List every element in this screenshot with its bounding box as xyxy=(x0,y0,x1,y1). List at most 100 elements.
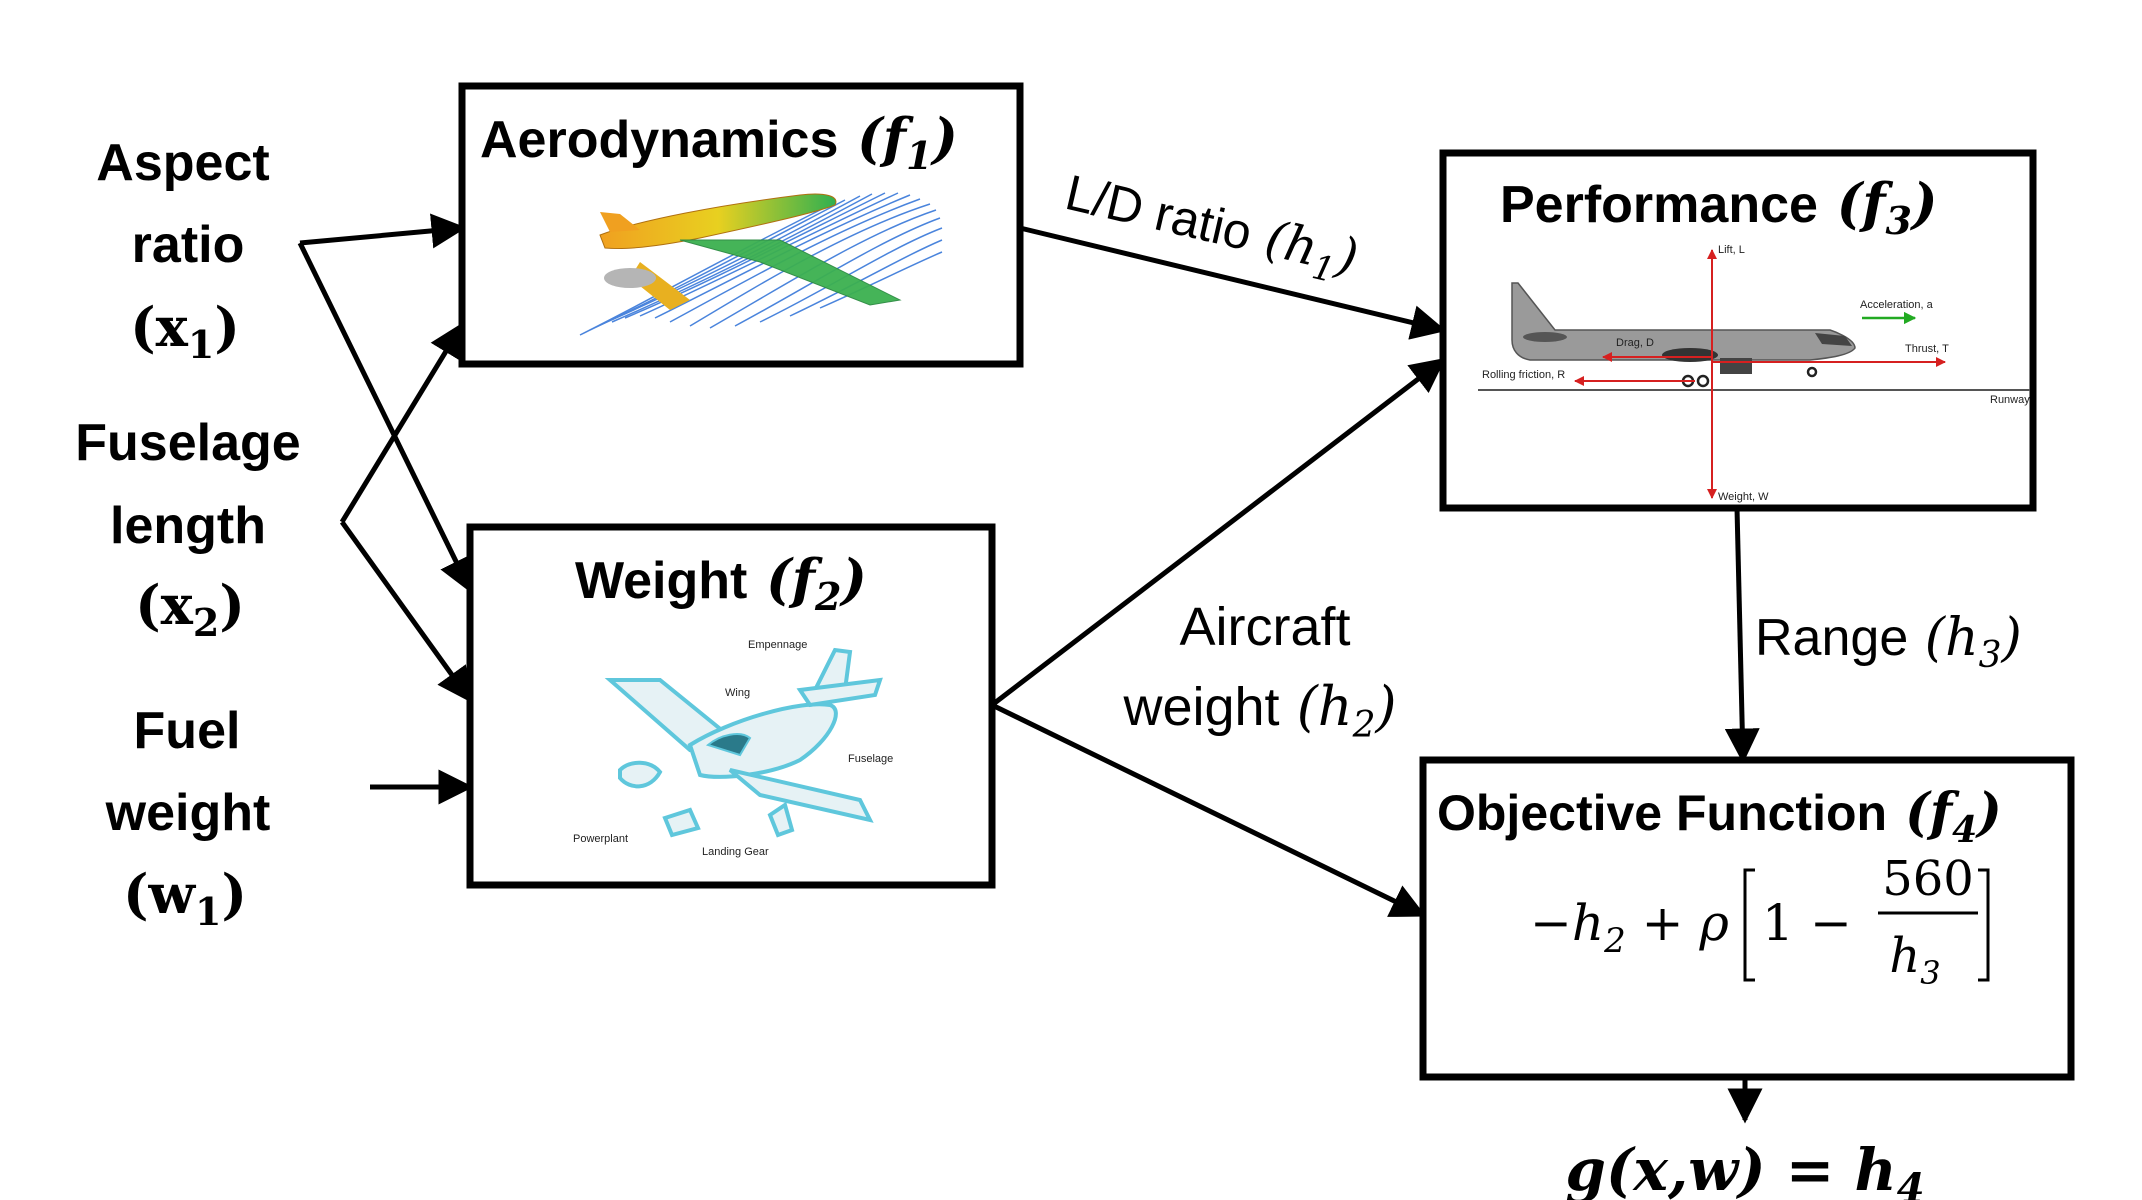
part-landing-gear xyxy=(662,807,701,838)
part-wing-right xyxy=(728,768,874,823)
fuel-weight-symbol: (w1) xyxy=(123,862,247,934)
fuel-weight-sub: 1 xyxy=(195,889,221,934)
block-weight: Weight (f2) Empennage Wing Fuselage Powe… xyxy=(466,523,996,889)
nose-wheel xyxy=(1806,366,1818,378)
arrow-x1-to-weight xyxy=(297,241,473,594)
block-objective: Objective Function (f4) −h2 + ρ 1 − 560 … xyxy=(1419,756,2075,1081)
output-lhs: g(x,w) = h xyxy=(1565,1136,1896,1200)
edge-label-range: Range (h3) xyxy=(1755,608,2022,676)
force-vectors xyxy=(1574,249,1946,499)
weight-title: Weight (f2) xyxy=(575,547,867,619)
aircraft-body xyxy=(1511,282,1856,361)
input-fuel-weight: Fuel weight (w1) xyxy=(105,702,271,934)
main-wheel-2 xyxy=(1696,374,1710,388)
arrow-aero-to-performance xyxy=(1019,225,1447,340)
output-equation: g(x,w) = h4 xyxy=(1565,1136,1924,1200)
objective-formula: −h2 + ρ 1 − 560 h3 xyxy=(1530,851,1990,992)
range-sym: h xyxy=(1945,608,1979,668)
part-powerplant xyxy=(618,760,663,789)
objective-title-text: Objective Function xyxy=(1437,785,1887,841)
block-aerodynamics: Aerodynamics (f1) xyxy=(458,82,1024,368)
formula-numerator: 560 xyxy=(1882,851,1974,907)
aircraft-weight-sub: 2 xyxy=(1352,705,1376,746)
aircraft-weight-text: weight xyxy=(1122,677,1279,737)
fuel-weight-line1: Fuel xyxy=(134,702,241,760)
formula-lead-text: −h xyxy=(1530,894,1604,952)
range-sub: 3 xyxy=(1979,635,2002,676)
range-text: Range xyxy=(1755,609,1908,667)
aspect-ratio-sym: x xyxy=(156,295,189,359)
performance-title: Performance (f3) xyxy=(1500,171,1938,243)
formula-den: h xyxy=(1889,928,1920,984)
exploded-parts xyxy=(604,647,883,838)
label-lift: Lift, L xyxy=(1718,244,1745,256)
edge-label-aircraft-weight: Aircraft weight (h2) xyxy=(1122,597,1396,746)
arrow-weight-to-performance xyxy=(990,357,1446,707)
input-fuselage-length: Fuselage length (x2) xyxy=(75,414,300,645)
formula-mid: + ρ xyxy=(1642,894,1730,952)
weight-box xyxy=(466,523,996,889)
label-weight-force: Weight, W xyxy=(1718,491,1769,503)
performance-forces-illustration: Lift, L Drag, D Thrust, T Acceleration, … xyxy=(1478,244,2030,503)
objective-title: Objective Function (f4) xyxy=(1437,782,2002,851)
bracket-left xyxy=(1743,868,1755,982)
part-empennage-plane xyxy=(796,677,883,708)
weight-title-text: Weight xyxy=(575,552,747,610)
label-runway: Runway xyxy=(1990,394,2030,406)
aerodynamics-sub: 1 xyxy=(906,133,932,178)
aircraft-engine xyxy=(1662,348,1718,362)
weight-components-illustration: Empennage Wing Fuselage Powerplant Landi… xyxy=(573,639,893,858)
aspect-ratio-sub: 1 xyxy=(188,322,214,367)
formula-minus: − xyxy=(1810,894,1852,952)
label-landing-gear: Landing Gear xyxy=(702,846,769,858)
arrow-performance-to-objective xyxy=(1724,507,1760,764)
part-landing-gear-2 xyxy=(767,801,795,838)
weight-sub: 2 xyxy=(814,574,841,619)
aspect-ratio-symbol: (x1) xyxy=(130,295,240,367)
label-powerplant: Powerplant xyxy=(573,833,628,845)
part-canopy xyxy=(705,733,752,757)
cfd-engine xyxy=(604,268,656,288)
cfd-tail-fin xyxy=(600,212,640,232)
arrow-weight-to-objective xyxy=(990,702,1427,918)
fuselage-length-line1: Fuselage xyxy=(75,414,300,472)
objective-box xyxy=(1419,756,2075,1081)
aircraft-weight-line1: Aircraft xyxy=(1179,597,1350,657)
fuselage-length-sub: 2 xyxy=(193,600,219,645)
formula-den-sub: 3 xyxy=(1920,954,1940,992)
input-aspect-ratio: Aspect ratio (x1) xyxy=(96,134,269,367)
arrow-x2-to-aero xyxy=(339,322,465,524)
aircraft-weight-line2: weight (h2) xyxy=(1122,675,1396,746)
label-empennage: Empennage xyxy=(748,639,807,651)
input-arrows xyxy=(297,213,474,805)
aircraft-cockpit xyxy=(1815,333,1852,346)
objective-sub: 4 xyxy=(1952,809,1977,851)
fuel-weight-sym: w xyxy=(148,862,197,926)
label-rolling-friction: Rolling friction, R xyxy=(1482,369,1565,381)
fuselage-length-sym: x xyxy=(161,573,194,637)
fuselage-length-symbol: (x2) xyxy=(135,573,245,645)
bracket-right xyxy=(1978,868,1990,982)
label-drag: Drag, D xyxy=(1616,337,1654,349)
cfd-wing xyxy=(679,239,902,306)
performance-title-text: Performance xyxy=(1500,176,1818,234)
aircraft-gear-bay xyxy=(1720,358,1752,374)
cfd-fuselage xyxy=(599,193,837,249)
aspect-ratio-line1: Aspect xyxy=(96,134,269,192)
label-fuselage: Fuselage xyxy=(848,753,893,765)
aircraft-tail-engine xyxy=(1523,332,1567,342)
aircraft-weight-sym: h xyxy=(1318,675,1353,738)
label-wing: Wing xyxy=(725,687,750,699)
formula-lead: −h2 + ρ xyxy=(1530,894,1729,961)
aerodynamics-title-text: Aerodynamics xyxy=(480,111,838,169)
aspect-ratio-line2: ratio xyxy=(132,216,245,274)
formula-one: 1 xyxy=(1762,894,1794,952)
formula-lead-sub: 2 xyxy=(1603,921,1626,961)
aerodynamics-title: Aerodynamics (f1) xyxy=(480,106,958,178)
aerodynamics-cfd-illustration xyxy=(579,192,943,336)
performance-sub: 3 xyxy=(1886,198,1912,243)
arrow-x2-to-weight xyxy=(339,520,473,703)
edge-arrows xyxy=(990,225,1763,1124)
